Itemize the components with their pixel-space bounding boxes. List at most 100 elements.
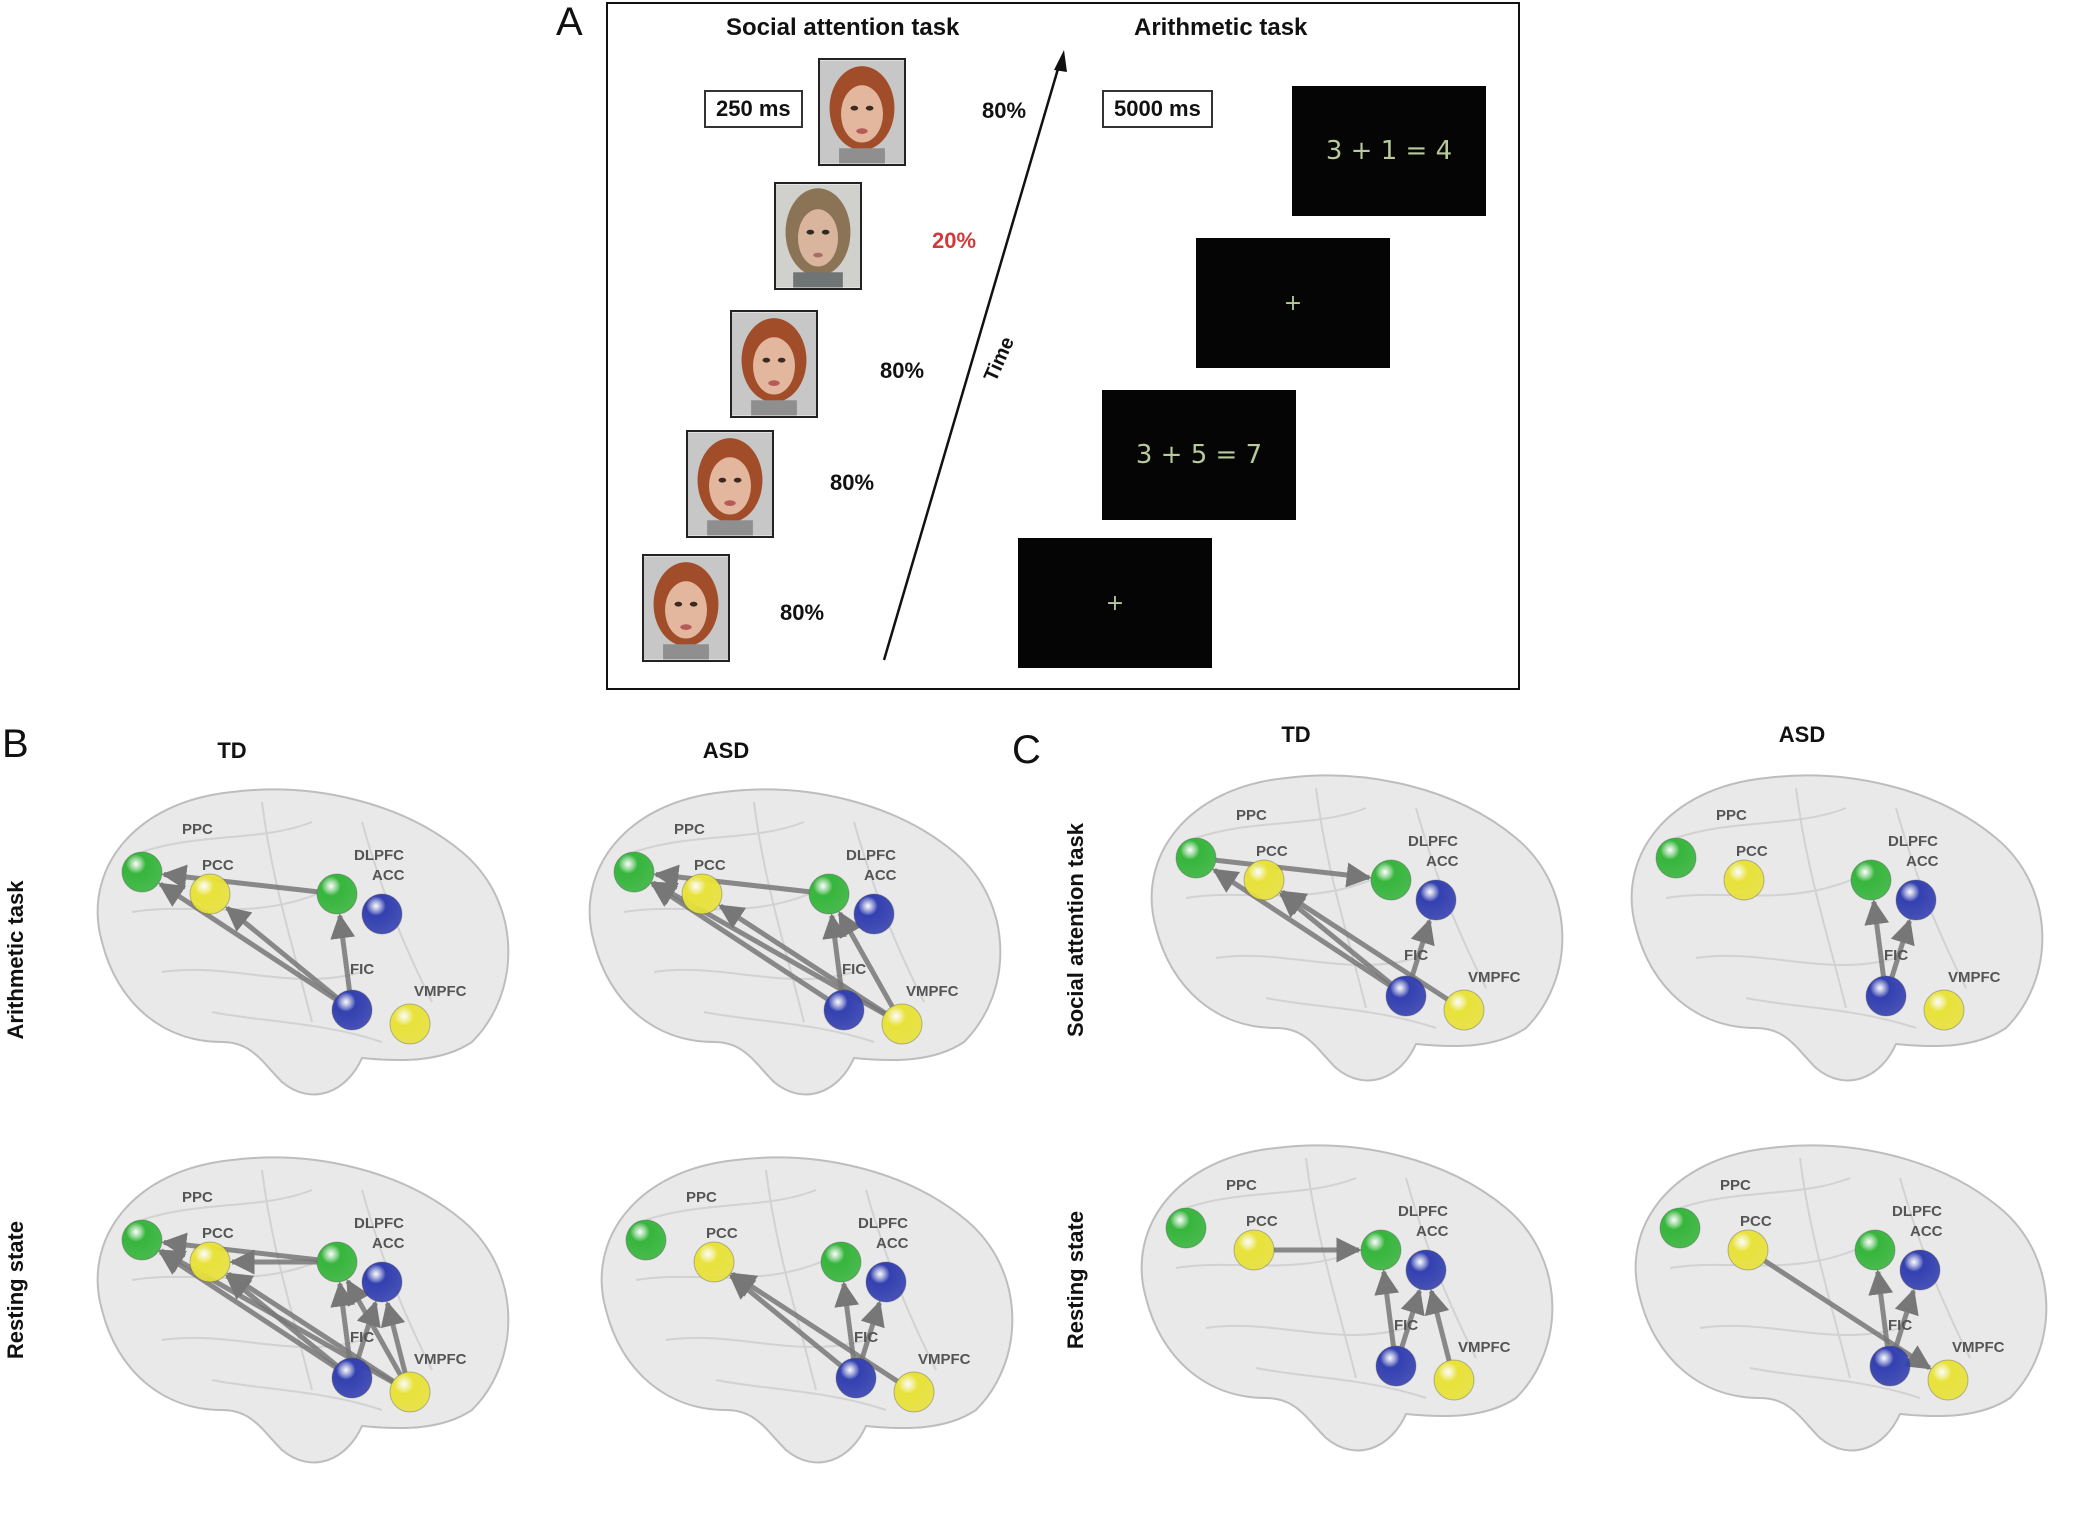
face-stimulus-1 [818, 58, 906, 166]
panel-c-col-title-asd: ASD [1778, 722, 1826, 747]
node-dlpfc [808, 873, 850, 915]
fixation-screen-1: + [1196, 238, 1390, 368]
node-dlpfc [1370, 859, 1412, 901]
node-vmpfc [1923, 989, 1965, 1031]
node-ppc [613, 851, 655, 893]
node-dlpfc [1850, 859, 1892, 901]
percentage-label-1: 80% [982, 98, 1027, 123]
node-fic [1865, 975, 1907, 1017]
node-acc [1895, 879, 1937, 921]
region-label-dlpfc: DLPFC [858, 1215, 908, 1232]
brain-c-td-social: PPC PCC DLPFC ACC FIC VMPFC [1116, 748, 1596, 1098]
node-acc [361, 893, 403, 935]
region-label-fic: FIC [1404, 947, 1428, 964]
brain-outline [1140, 1144, 1554, 1452]
percentage-label-3: 80% [880, 358, 925, 383]
brain-outline [588, 788, 1002, 1096]
brain-b-asd-resting: PPC PCC DLPFC ACC FIC VMPFC [566, 1130, 1046, 1480]
node-ppc [121, 1219, 163, 1261]
arithmetic-duration-box: 5000 ms [1102, 90, 1213, 128]
fixation-screen-2: + [1018, 538, 1212, 668]
arithmetic-screen-1: 3 + 1 = 4 [1292, 86, 1486, 216]
region-label-acc: ACC [876, 1235, 909, 1252]
node-fic [1869, 1345, 1911, 1387]
region-label-acc: ACC [1906, 853, 1939, 870]
brain-outline [96, 1156, 510, 1464]
region-label-acc: ACC [1910, 1223, 1943, 1240]
node-pcc [681, 873, 723, 915]
percentage-label-4: 80% [830, 470, 875, 495]
region-label-ppc: PPC [1716, 807, 1747, 824]
connection-fic-to-dlpfc [1868, 1269, 1894, 1347]
region-label-vmpfc: VMPFC [1468, 969, 1521, 986]
node-acc [853, 893, 895, 935]
node-acc [361, 1261, 403, 1303]
connection-vmpfc-to-pcc [718, 903, 887, 1016]
node-vmpfc [893, 1371, 935, 1413]
region-label-ppc: PPC [182, 1189, 213, 1206]
node-vmpfc [1927, 1359, 1969, 1401]
region-label-vmpfc: VMPFC [1458, 1339, 1511, 1356]
node-ppc [121, 851, 163, 893]
node-fic [1375, 1345, 1417, 1387]
node-acc [1405, 1249, 1447, 1291]
face-stimulus-4 [686, 430, 774, 538]
brain-outline [96, 788, 510, 1096]
node-acc [1415, 879, 1457, 921]
region-label-dlpfc: DLPFC [1398, 1203, 1448, 1220]
region-label-pcc: PCC [1740, 1213, 1772, 1230]
panel-c-row-title-resting: Resting state [1063, 1210, 1088, 1350]
region-label-pcc: PCC [694, 857, 726, 874]
panel-letter-a: A [556, 0, 583, 44]
node-acc [865, 1261, 907, 1303]
node-vmpfc [1443, 989, 1485, 1031]
node-vmpfc [389, 1371, 431, 1413]
region-label-ppc: PPC [1236, 807, 1267, 824]
connection-fic-to-ppc [650, 881, 829, 1002]
connection-fic-to-ppc [1212, 867, 1391, 988]
node-vmpfc [1433, 1359, 1475, 1401]
region-label-fic: FIC [842, 961, 866, 978]
brain-outline [600, 1156, 1014, 1464]
connection-fic-to-acc [1399, 1288, 1425, 1348]
brain-c-asd-resting: PPC PCC DLPFC ACC FIC VMPFC [1600, 1118, 2075, 1468]
node-fic [331, 1357, 373, 1399]
connection-fic-to-dlpfc [1374, 1269, 1400, 1347]
panel-a-task-design: Social attention task Arithmetic task 25… [606, 2, 1520, 690]
node-fic [1385, 975, 1427, 1017]
panel-c-row-title-social: Social attention task [1063, 823, 1088, 1037]
brain-outline [1630, 774, 2044, 1082]
connection-vmpfc-to-acc [1424, 1288, 1452, 1362]
panel-c-col-title-td: TD [1281, 722, 1311, 747]
node-pcc [1723, 859, 1765, 901]
node-pcc [189, 1241, 231, 1283]
connection-fic-to-acc [859, 1300, 885, 1360]
connection-fic-to-acc [1889, 918, 1915, 978]
node-ppc [1659, 1207, 1701, 1249]
connection-fic-to-ppc [158, 1249, 337, 1370]
connection-fic-to-acc [1409, 918, 1435, 978]
node-dlpfc [820, 1241, 862, 1283]
connection-fic-to-pcc [225, 905, 339, 1000]
node-fic [823, 989, 865, 1031]
node-pcc [1233, 1229, 1275, 1271]
region-label-acc: ACC [864, 867, 897, 884]
connection-vmpfc-to-pcc [1280, 889, 1449, 1002]
region-label-acc: ACC [372, 867, 405, 884]
connection-fic-to-dlpfc [834, 1281, 860, 1359]
region-label-acc: ACC [372, 1235, 405, 1252]
connection-vmpfc-to-pcc [226, 1271, 395, 1384]
social-task-title: Social attention task [726, 14, 960, 41]
node-pcc [1243, 859, 1285, 901]
node-ppc [625, 1219, 667, 1261]
region-label-ppc: PPC [674, 821, 705, 838]
connection-vmpfc-to-pcc [730, 1271, 899, 1384]
region-label-acc: ACC [1416, 1223, 1449, 1240]
node-pcc [189, 873, 231, 915]
node-vmpfc [389, 1003, 431, 1045]
region-label-pcc: PCC [706, 1225, 738, 1242]
arithmetic-screen-2: 3 + 5 = 7 [1102, 390, 1296, 520]
face-stimulus-2-oddball [774, 182, 862, 290]
node-fic [331, 989, 373, 1031]
region-label-vmpfc: VMPFC [906, 983, 959, 1000]
